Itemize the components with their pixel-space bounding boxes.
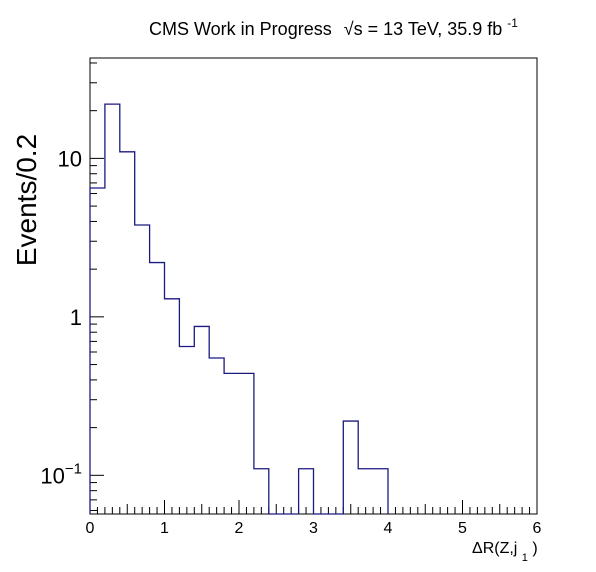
x-tick-label: 2 [235,520,244,537]
x-tick-label: 5 [458,520,467,537]
chart-header: CMS Work in Progress √s = 13 TeV, 35.9 f… [149,16,518,39]
x-tick-label: 6 [533,520,542,537]
x-axis-ticks: 0 1 2 3 4 5 6 [86,500,542,537]
y-axis-label: Events/0.2 [11,134,42,266]
x-tick-label: 4 [384,520,393,537]
x-tick-label: 3 [309,520,318,537]
y-tick-label: 10 [58,146,82,171]
x-tick-label: 0 [86,520,95,537]
histogram-line [89,103,389,515]
header-sqrt-s: √s [344,19,363,39]
y-axis-ticks: 10−1 1 10 [40,62,104,511]
x-axis-label-base: ΔR(Z,j [472,540,517,557]
header-lumi-exponent: -1 [507,16,518,30]
y-tick-label: 1 [70,305,82,330]
plot-frame [89,57,538,515]
x-axis-label-sub: 1 [522,552,528,564]
y-tick-label: 10−1 [40,460,82,488]
x-tick-label: 1 [160,520,169,537]
header-main-text: CMS Work in Progress [149,19,332,39]
x-axis-label: ΔR(Z,j 1 ) [472,540,538,565]
header-energy: = 13 TeV, 35.9 fb [368,19,503,39]
x-axis-label-close: ) [532,540,537,557]
